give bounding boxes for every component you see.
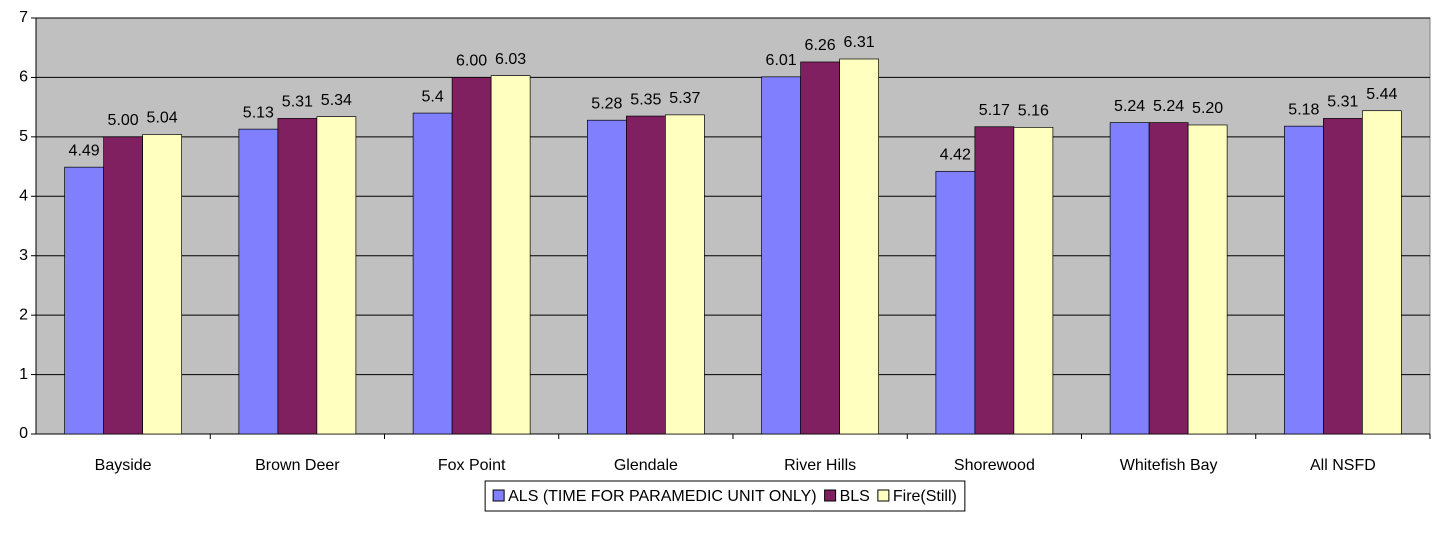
legend-swatch bbox=[492, 489, 505, 502]
value-label: 4.49 bbox=[69, 142, 100, 159]
value-label: 5.17 bbox=[979, 102, 1010, 119]
value-label: 5.4 bbox=[422, 88, 444, 105]
y-tick-label: 6 bbox=[19, 69, 28, 86]
bar bbox=[103, 136, 143, 435]
value-label: 5.16 bbox=[1018, 103, 1049, 120]
legend-label: BLS bbox=[840, 488, 870, 505]
bar bbox=[277, 118, 318, 435]
bar bbox=[142, 134, 182, 435]
y-tick-label: 4 bbox=[19, 188, 28, 205]
value-label: 5.31 bbox=[282, 94, 313, 111]
legend-swatch bbox=[824, 489, 837, 502]
value-label: 5.37 bbox=[669, 90, 700, 107]
value-label: 6.31 bbox=[844, 34, 875, 51]
value-label: 6.26 bbox=[805, 37, 836, 54]
bar bbox=[1148, 122, 1189, 435]
x-tick-label: Whitefish Bay bbox=[1120, 457, 1218, 474]
value-label: 5.18 bbox=[1288, 101, 1319, 118]
bar bbox=[1013, 126, 1054, 435]
x-tick-label: Brown Deer bbox=[255, 457, 340, 474]
value-label: 5.34 bbox=[321, 92, 352, 109]
bar bbox=[64, 166, 104, 435]
value-label: 5.04 bbox=[147, 110, 178, 127]
value-label: 6.01 bbox=[766, 52, 797, 69]
bar bbox=[1323, 118, 1363, 435]
value-label: 5.24 bbox=[1114, 98, 1145, 115]
y-tick-label: 2 bbox=[19, 306, 28, 323]
bar bbox=[490, 75, 531, 435]
bar bbox=[800, 61, 840, 435]
value-label: 5.35 bbox=[630, 91, 661, 108]
bar bbox=[316, 116, 357, 435]
value-label: 5.31 bbox=[1327, 94, 1358, 111]
bar bbox=[1284, 125, 1324, 435]
y-tick-label: 7 bbox=[19, 9, 28, 26]
y-tick-label: 3 bbox=[19, 247, 28, 264]
bar bbox=[935, 170, 976, 435]
bar bbox=[412, 112, 453, 435]
legend-swatch bbox=[877, 489, 890, 502]
bar bbox=[1362, 110, 1402, 435]
bar bbox=[451, 77, 492, 435]
legend-label: Fire(Still) bbox=[893, 488, 957, 505]
bar bbox=[974, 126, 1015, 435]
bar bbox=[238, 128, 279, 435]
value-label: 5.00 bbox=[108, 112, 139, 129]
x-tick-label: Bayside bbox=[95, 457, 152, 474]
bar bbox=[1187, 124, 1228, 435]
legend-label: ALS (TIME FOR PARAMEDIC UNIT ONLY) bbox=[508, 488, 816, 505]
x-tick-label: Shorewood bbox=[954, 457, 1035, 474]
value-label: 6.00 bbox=[456, 53, 487, 70]
x-tick-label: All NSFD bbox=[1310, 457, 1376, 474]
y-tick-label: 0 bbox=[19, 425, 28, 442]
bar bbox=[839, 58, 879, 435]
x-tick-label: Glendale bbox=[614, 457, 678, 474]
x-tick-label: River Hills bbox=[784, 457, 856, 474]
value-label: 5.20 bbox=[1192, 100, 1223, 117]
bar bbox=[761, 76, 801, 435]
x-tick-label: Fox Point bbox=[438, 457, 506, 474]
value-label: 5.44 bbox=[1366, 86, 1397, 103]
bar bbox=[626, 115, 666, 435]
bar bbox=[665, 114, 705, 435]
bar bbox=[587, 119, 627, 435]
value-label: 5.24 bbox=[1153, 98, 1184, 115]
value-label: 5.28 bbox=[591, 95, 622, 112]
value-label: 6.03 bbox=[495, 51, 526, 68]
value-label: 5.13 bbox=[243, 104, 274, 121]
bar bbox=[1109, 122, 1150, 435]
y-tick-label: 1 bbox=[19, 366, 28, 383]
value-label: 4.42 bbox=[940, 147, 971, 164]
y-tick-label: 5 bbox=[19, 128, 28, 145]
